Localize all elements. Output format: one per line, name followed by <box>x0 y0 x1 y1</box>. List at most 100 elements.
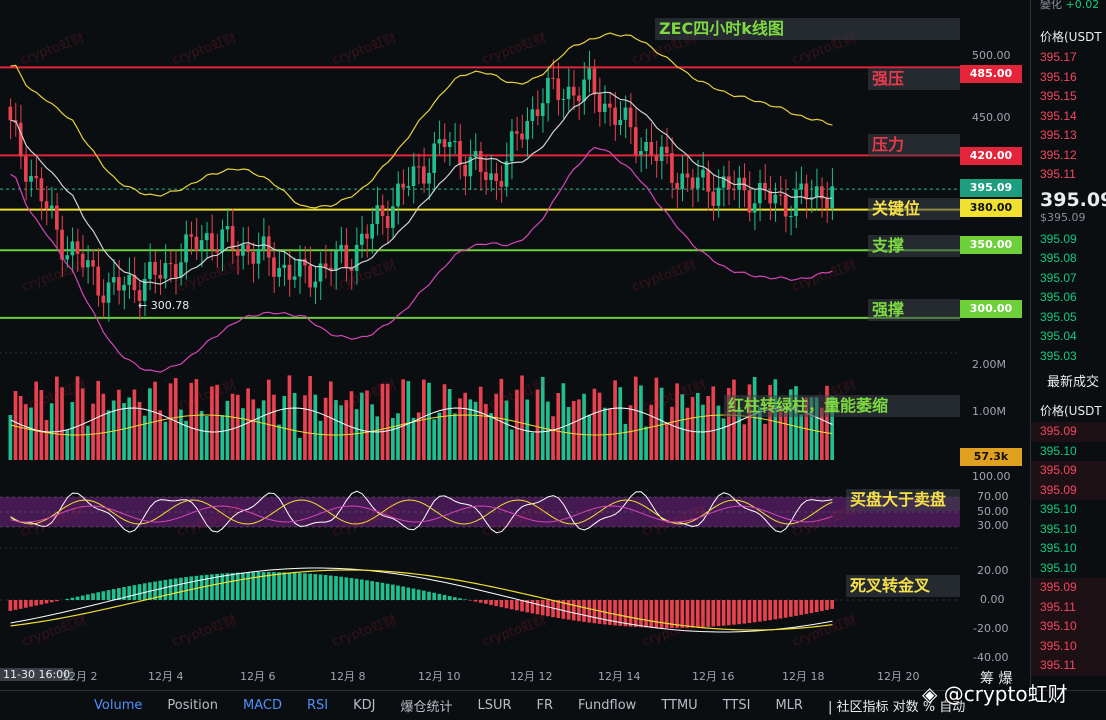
candle-body <box>453 141 457 143</box>
tab-爆仓统计[interactable]: 爆仓统计 <box>400 700 453 715</box>
volume-bar <box>303 395 307 460</box>
brand-text: @crypto虹财 <box>943 682 1068 706</box>
volume-bar <box>354 409 359 460</box>
volume-bar <box>726 388 731 460</box>
tab-fundflow[interactable]: Fundflow <box>578 698 637 713</box>
macd-histogram-bar <box>726 600 731 626</box>
candle-body <box>251 251 256 264</box>
macd-histogram-bar <box>737 600 741 625</box>
tab-ttmu[interactable]: TTMU <box>661 698 698 713</box>
macd-histogram-bar <box>680 600 685 628</box>
volume-bar <box>577 399 581 460</box>
tab-position[interactable]: Position <box>167 698 218 713</box>
volume-bar <box>649 404 654 460</box>
candle-body <box>664 146 669 154</box>
trade-price: 395.09 <box>1031 480 1106 500</box>
tab-rsi[interactable]: RSI <box>306 698 329 713</box>
ask-list: 395.17 395.16 395.15 395.14 395.13 395.12 395.… <box>1031 48 1106 185</box>
tab-ttsi[interactable]: TTSI <box>722 698 751 713</box>
macd-histogram-bar <box>44 600 49 604</box>
tab-community-indicators[interactable]: | 社区指标 对数 % 自动 <box>827 700 966 715</box>
candle-body <box>204 233 209 241</box>
candle-body <box>747 190 752 213</box>
x-axis-dec14: 12月 14 <box>598 670 641 683</box>
tab-lsur[interactable]: LSUR <box>477 698 512 713</box>
macd-histogram-bar <box>515 600 519 611</box>
candle-body <box>91 260 95 267</box>
volume-bar <box>509 429 514 460</box>
volume-bar <box>437 412 442 460</box>
volume-bar <box>763 423 767 460</box>
candle-body <box>55 205 59 230</box>
candle-body <box>380 205 385 217</box>
rsi-line-slow <box>10 505 833 523</box>
candle-body <box>608 103 612 108</box>
volume-bar <box>220 415 225 460</box>
candle-body <box>427 172 431 184</box>
volume-bar <box>602 407 607 460</box>
macd-axis-20: 20.00 <box>977 564 1009 577</box>
top-right-icons[interactable]: 筹 爆 <box>980 671 1013 687</box>
candle-body <box>220 229 225 253</box>
trade-price: 395.10 <box>1031 617 1106 637</box>
volume-bar <box>261 400 266 460</box>
volume-bar <box>96 380 101 460</box>
volume-bar <box>86 425 90 460</box>
tab-kdj[interactable]: KDJ <box>353 698 376 713</box>
x-axis-dec2: 12月 2 <box>62 670 98 683</box>
volume-bar <box>318 420 323 460</box>
volume-bar <box>773 379 778 460</box>
macd-histogram-bar <box>763 600 767 621</box>
ask-price: 395.12 <box>1040 147 1077 162</box>
tab-volume[interactable]: Volume <box>94 698 143 713</box>
ask-price: 395.16 <box>1040 69 1077 84</box>
macd-histogram-bar <box>173 578 178 600</box>
volume-bar <box>416 412 421 460</box>
macd-histogram-bar <box>701 600 705 628</box>
volume-bar <box>401 379 405 460</box>
volume-bar <box>819 407 824 460</box>
volume-bar <box>18 396 23 460</box>
volume-axis-2m: 2.00M <box>972 358 1006 371</box>
trades-title[interactable]: 最新成交 <box>1047 375 1100 390</box>
macd-histogram-bar <box>230 572 235 600</box>
macd-histogram-bar <box>618 600 623 626</box>
macd-histogram-bar <box>406 587 411 600</box>
volume-current-tag: 57.3k <box>960 448 1022 466</box>
price-axis-500: 500.00 <box>972 49 1011 62</box>
candle-body <box>29 175 33 182</box>
macd-histogram-bar <box>644 600 648 628</box>
candlestick-chart[interactable] <box>0 0 1030 690</box>
macd-histogram-bar <box>323 575 328 600</box>
tab-fr[interactable]: FR <box>536 698 554 713</box>
candle-body <box>442 139 447 148</box>
candle-body <box>272 257 276 277</box>
x-axis-dec10: 12月 10 <box>418 670 461 683</box>
trade-price: 395.10 <box>1040 443 1077 458</box>
volume-bar <box>313 394 318 460</box>
candle-body <box>282 264 287 268</box>
trade-price: 395.11 <box>1031 656 1106 676</box>
rsi-line-mid <box>10 499 833 525</box>
candle-body <box>654 155 659 161</box>
volume-bar <box>664 422 669 460</box>
volume-bar <box>587 414 592 460</box>
volume-bar <box>297 438 302 460</box>
trade-price: 395.10 <box>1040 502 1077 516</box>
candle-body <box>416 166 421 168</box>
candle-body <box>732 189 736 191</box>
macd-histogram-bar <box>571 600 576 621</box>
macd-histogram-bar <box>380 582 385 600</box>
candle-body <box>768 190 772 204</box>
volume-bar <box>499 378 504 460</box>
macd-histogram-bar <box>272 572 276 600</box>
candle-body <box>799 183 803 190</box>
macd-histogram-bar <box>747 600 752 623</box>
candle-body <box>60 229 64 260</box>
candle-body <box>685 173 690 178</box>
tab-mlr[interactable]: MLR <box>775 698 803 713</box>
macd-histogram-bar <box>742 600 747 624</box>
tab-macd[interactable]: MACD <box>242 698 282 713</box>
macd-histogram-bar <box>75 596 80 600</box>
volume-bar <box>230 393 235 460</box>
